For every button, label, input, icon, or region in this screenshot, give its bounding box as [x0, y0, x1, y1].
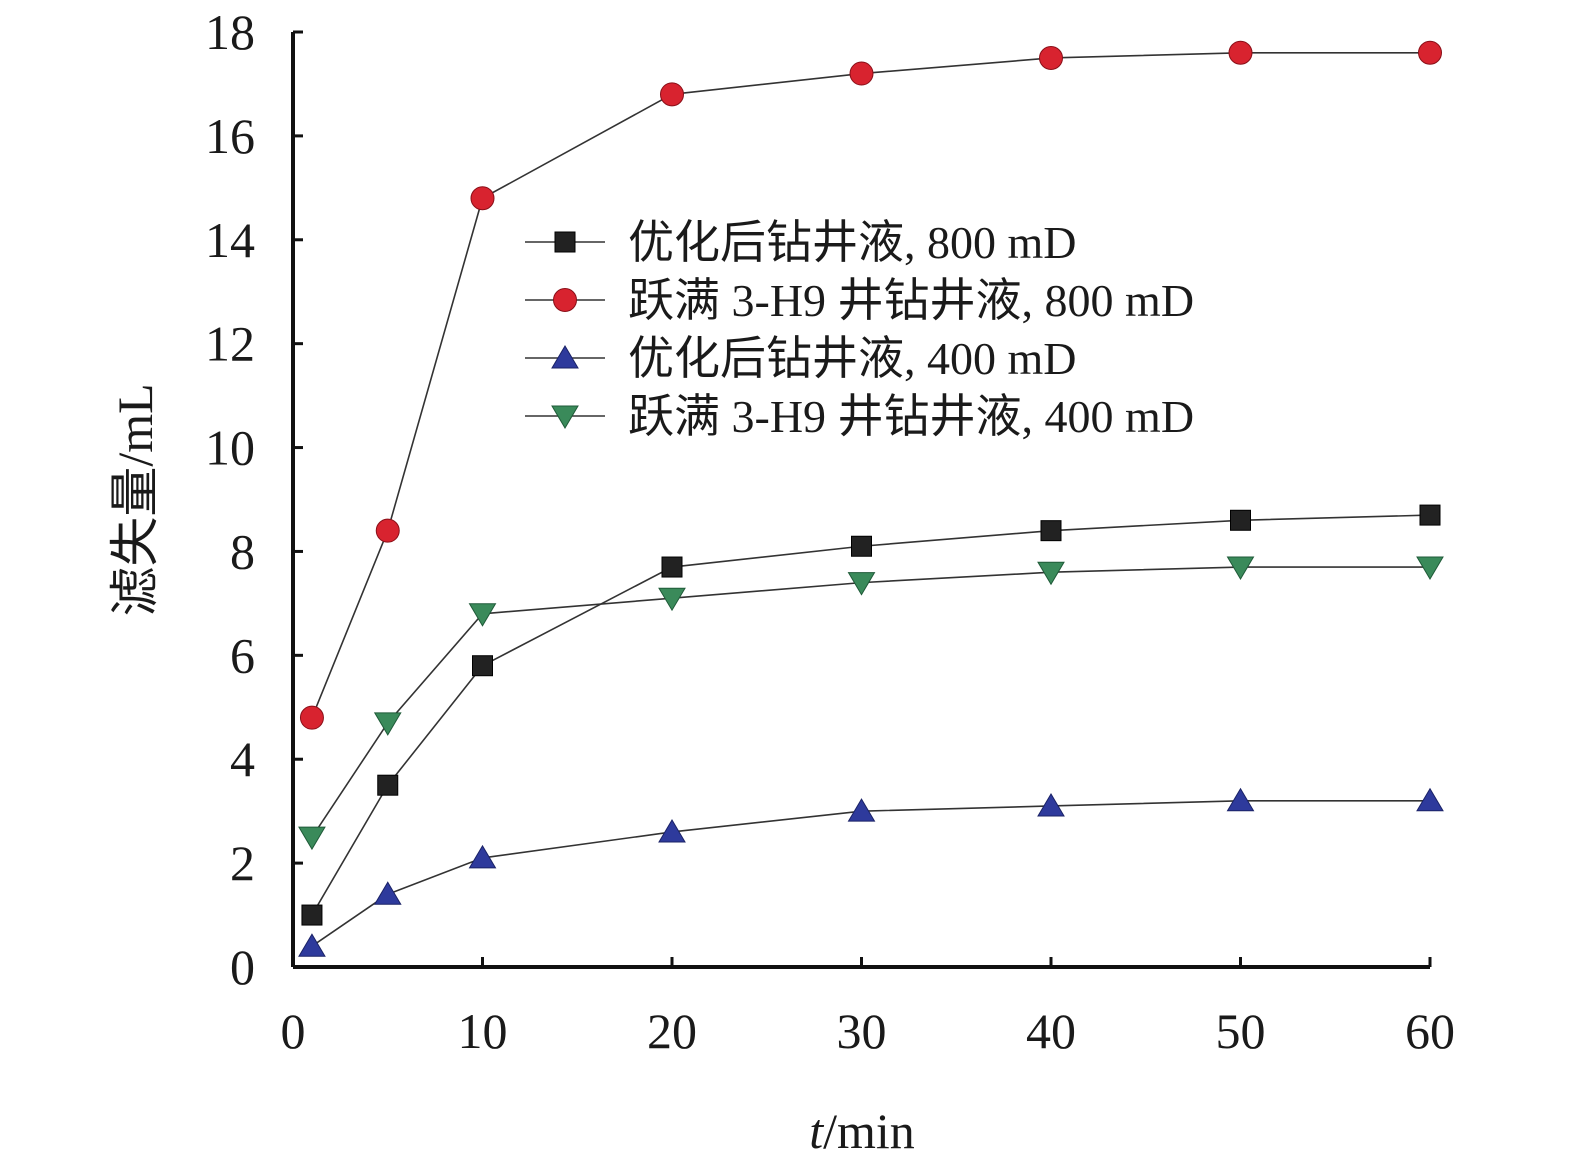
- data-point: [468, 603, 497, 627]
- data-point: [1039, 45, 1063, 70]
- series-line: [311, 799, 1430, 947]
- legend-item: 跃满 3-H9 井钻井液, 400 mD: [525, 391, 1194, 442]
- x-axis-label-unit: /min: [823, 1103, 915, 1159]
- y-tick-label: 18: [205, 4, 255, 60]
- data-point: [1226, 556, 1255, 581]
- series-3: [298, 787, 1444, 957]
- legend-label: 跃满 3-H9 井钻井液, 400 mD: [628, 391, 1194, 442]
- series-2: [299, 40, 1442, 730]
- x-tick-label: 20: [647, 1003, 697, 1059]
- data-point: [1416, 556, 1444, 581]
- data-point: [472, 655, 493, 677]
- data-point: [1228, 40, 1253, 65]
- legend-marker: [554, 231, 576, 253]
- data-point: [373, 712, 402, 736]
- data-point: [373, 881, 402, 905]
- data-point: [301, 904, 323, 926]
- y-tick-label: 16: [205, 108, 255, 164]
- data-point: [1416, 787, 1444, 812]
- legend-marker: [553, 288, 577, 312]
- data-point: [375, 518, 400, 543]
- data-point: [661, 556, 683, 578]
- x-axis-label-italic: t: [809, 1103, 824, 1159]
- data-point: [847, 798, 876, 822]
- series-line: [311, 51, 1430, 718]
- legend-item: 跃满 3-H9 井钻井液, 800 mD: [525, 275, 1194, 326]
- y-tick-label: 4: [230, 731, 255, 787]
- x-tick-label: 60: [1405, 1003, 1455, 1059]
- series-layer: [298, 40, 1444, 957]
- axes: 0 2 4 6 8 10 12 14 16 18 0 10 20 30 40 50 60: [205, 4, 1455, 1059]
- x-tick-label: 10: [458, 1003, 508, 1059]
- data-point: [658, 587, 686, 612]
- data-point: [851, 535, 872, 557]
- legend-item: 优化后钻井液, 800 mD: [525, 217, 1077, 268]
- series-line: [311, 566, 1430, 838]
- legend: 优化后钻井液, 800 mD 跃满 3-H9 井钻井液, 800 mD 优化后钻井液…: [525, 217, 1194, 442]
- data-point: [377, 774, 399, 796]
- x-axis-label: t/min: [809, 1103, 915, 1159]
- legend-label: 优化后钻井液, 400 mD: [628, 333, 1077, 384]
- x-tick-label: 40: [1026, 1003, 1076, 1059]
- series-4: [298, 556, 1444, 851]
- data-point: [298, 826, 326, 851]
- data-point: [468, 844, 497, 869]
- data-point: [1418, 40, 1442, 65]
- data-point: [1037, 561, 1065, 586]
- x-tick-label: 30: [837, 1003, 887, 1059]
- data-point: [299, 705, 324, 730]
- data-point: [470, 186, 495, 211]
- y-tick-label: 6: [230, 627, 255, 683]
- data-point: [1037, 792, 1065, 817]
- data-point: [658, 818, 686, 843]
- data-point: [1419, 504, 1441, 526]
- y-axis-label: 滤失量/mL: [107, 383, 163, 616]
- y-tick-label: 2: [230, 835, 255, 891]
- y-tick-label: 0: [230, 939, 255, 995]
- data-point: [1230, 509, 1251, 531]
- data-point: [847, 572, 876, 596]
- legend-label: 跃满 3-H9 井钻井液, 800 mD: [628, 275, 1194, 326]
- legend-label: 优化后钻井液, 800 mD: [628, 217, 1077, 268]
- data-point: [1040, 520, 1062, 542]
- data-point: [298, 933, 326, 957]
- series-1: [301, 504, 1441, 926]
- x-tick-label: 0: [281, 1003, 306, 1059]
- legend-marker: [551, 345, 579, 369]
- legend-marker: [551, 405, 579, 429]
- data-point: [660, 82, 684, 107]
- series-line: [311, 514, 1431, 916]
- y-tick-label: 8: [230, 523, 255, 579]
- x-tick-label: 50: [1216, 1003, 1266, 1059]
- y-tick-label: 10: [205, 420, 255, 476]
- y-tick-label: 14: [205, 212, 255, 268]
- y-tick-label: 12: [205, 316, 255, 372]
- data-point: [1226, 787, 1255, 812]
- data-point: [849, 61, 874, 86]
- legend-item: 优化后钻井液, 400 mD: [525, 333, 1077, 384]
